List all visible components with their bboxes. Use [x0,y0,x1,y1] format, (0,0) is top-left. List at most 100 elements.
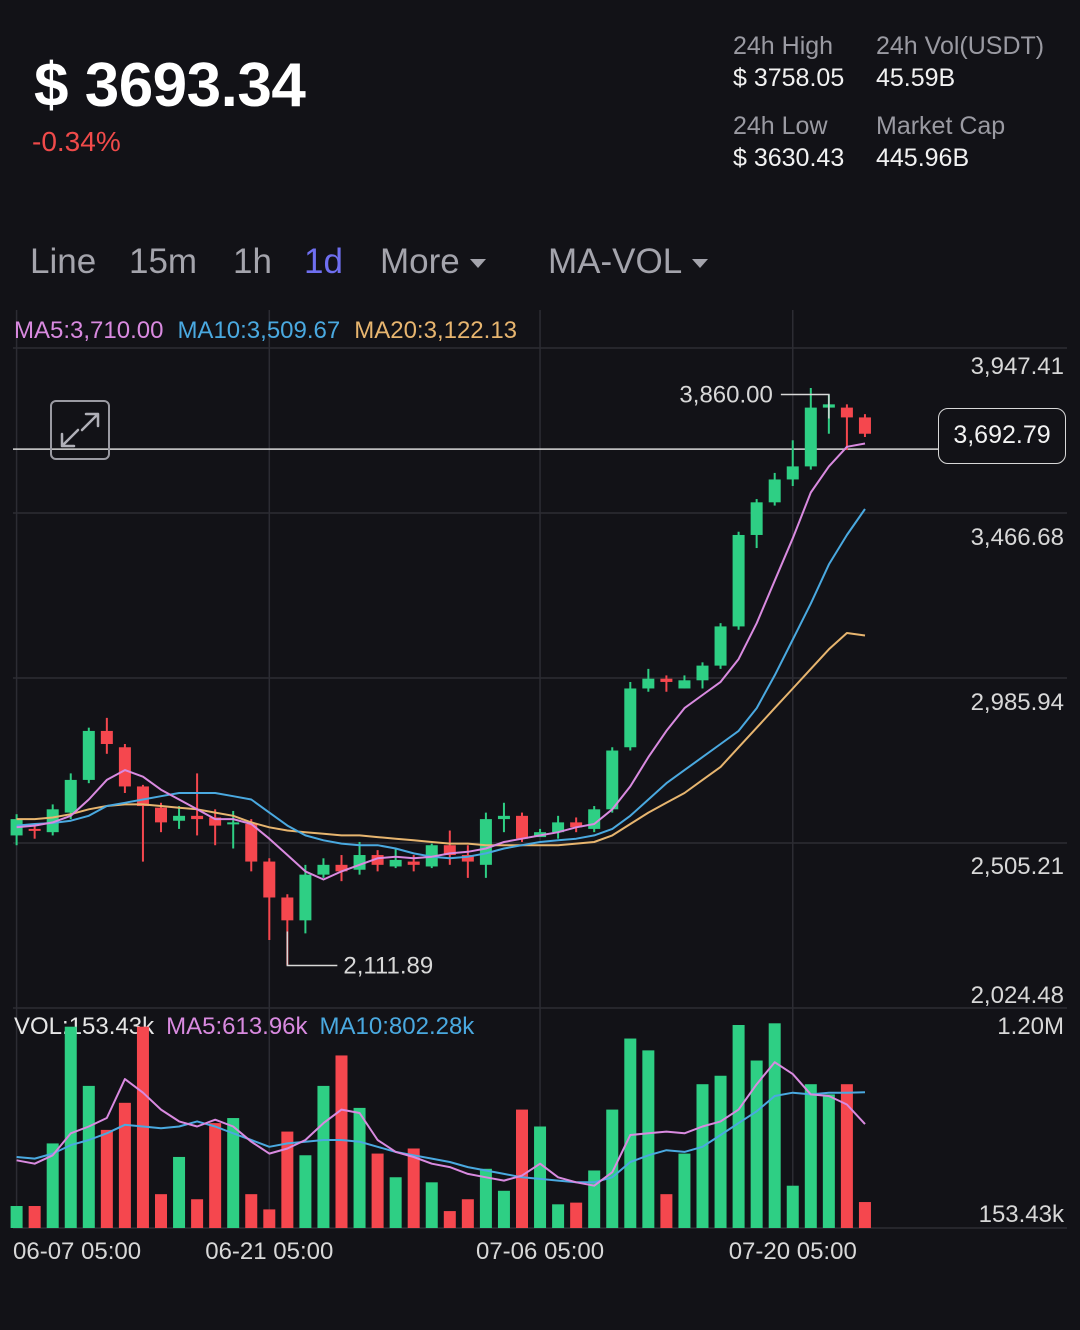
candle-body [497,815,510,820]
candle-body [245,824,258,862]
volume-bar [570,1202,583,1228]
candle-body [28,828,41,831]
candle-body [173,815,186,821]
tab-15m[interactable]: 15m [129,242,197,282]
candle-body [100,730,113,744]
volume-bar [750,1060,763,1228]
tab-label: 15m [129,242,198,281]
stat-24h-vol: 24h Vol(USDT) 45.59B [876,32,1044,93]
y-tick-label: 2,024.48 [971,982,1064,1009]
ma20-line [16,632,866,847]
volume-bar [479,1168,492,1228]
tab-label: 1h [233,242,272,281]
candle-body [64,779,77,813]
volume-bar [443,1211,456,1228]
candle-body [407,861,420,865]
candle-body [678,680,691,689]
stat-label: Market Cap [876,112,1006,140]
volume-bar [425,1182,438,1228]
tab-line[interactable]: Line [30,242,96,282]
ma-legend-item: MA5:3,710.00 [14,317,163,344]
candle-body [786,466,799,480]
candle-body [624,688,637,748]
y-tick-label: 3,947.41 [971,353,1064,380]
candle-body [191,815,204,820]
vol-legend-item: MA10:802.28k [320,1013,476,1040]
volume-bar [155,1194,167,1228]
volume-bar [786,1185,799,1228]
ma-legend-item: MA10:3,509.67 [177,317,340,344]
volume-bar [263,1209,276,1228]
x-tick-label: 07-06 05:00 [476,1238,604,1265]
candle-body [82,730,95,780]
vol-legend-item: MA5:613.96k [166,1013,308,1040]
volume-bar [497,1190,510,1228]
ma10-line [16,508,866,860]
volume-bar [407,1148,420,1228]
low-annotation-label: 2,111.89 [343,952,433,979]
candle-body [696,665,709,681]
candle-body [516,815,528,839]
volume-bar [173,1156,186,1228]
vol-y-tick-label: 1.20M [997,1013,1064,1040]
volume-bar [245,1194,258,1228]
tab-1d[interactable]: 1d [304,242,343,282]
volume-bar [335,1055,348,1228]
candle-body [281,897,294,921]
volume-bar [822,1094,835,1228]
volume-bar [191,1199,204,1228]
candlestick-chart[interactable]: MA5:3,710.00 MA10:3,509.67 MA20:3,122.13 VO… [0,300,1080,1270]
volume-bar [768,1023,781,1228]
volume-bar [28,1206,41,1228]
candle-body [227,822,240,825]
volume-bar [82,1085,95,1228]
tab-1h[interactable]: 1h [233,242,272,282]
tab-label: MA-VOL [548,242,683,281]
volume-bar [534,1126,547,1228]
low-annotation-line [286,931,338,967]
current-price: $ 3693.34 [34,51,306,120]
expand-button[interactable] [50,400,110,460]
stat-value: 45.59B [876,64,956,92]
candle-body [660,678,673,682]
candle-body [750,502,763,535]
current-price-tag: 3,692.79 [938,408,1066,464]
tab-more[interactable]: More [380,242,486,282]
candle-body [588,809,601,829]
volume-bar [732,1025,745,1228]
stat-24h-high: 24h High $ 3758.05 [733,32,893,93]
tab-ma-vol[interactable]: MA-VOL [548,242,709,282]
stat-value: $ 3758.05 [733,64,845,92]
high-annotation-label: 3,860.00 [679,382,772,409]
ma5-line [16,442,866,881]
candle-body [714,626,727,666]
stat-24h-low: 24h Low $ 3630.43 [733,112,893,173]
high-annotation-line [780,393,830,419]
volume-bar [804,1084,817,1228]
stat-value: 445.96B [876,144,970,172]
stat-label: 24h Low [733,112,828,140]
volume-bar [714,1075,727,1228]
volume-bar [461,1199,474,1228]
candle-body [552,822,565,833]
candle-body [732,534,745,627]
volume-bar [840,1084,853,1228]
candle-body [840,407,853,418]
candle-body [768,479,781,503]
x-tick-label: 06-07 05:00 [13,1238,141,1265]
volume-bar [100,1129,113,1228]
volume-bar [606,1109,619,1228]
tab-label: More [380,242,460,281]
candle-body [136,786,149,807]
stat-value: $ 3630.43 [733,144,845,172]
candle-body [317,864,330,875]
y-tick-label: 3,466.68 [971,524,1064,551]
volume-bar [642,1050,655,1228]
candle-body [804,407,817,467]
ma-legend-item: MA20:3,122.13 [354,317,517,344]
volume-bar [118,1102,131,1228]
volume-bar [696,1084,709,1228]
candle-body [606,750,619,810]
volume-bar [353,1107,366,1228]
y-tick-label: 2,505.21 [971,853,1064,880]
